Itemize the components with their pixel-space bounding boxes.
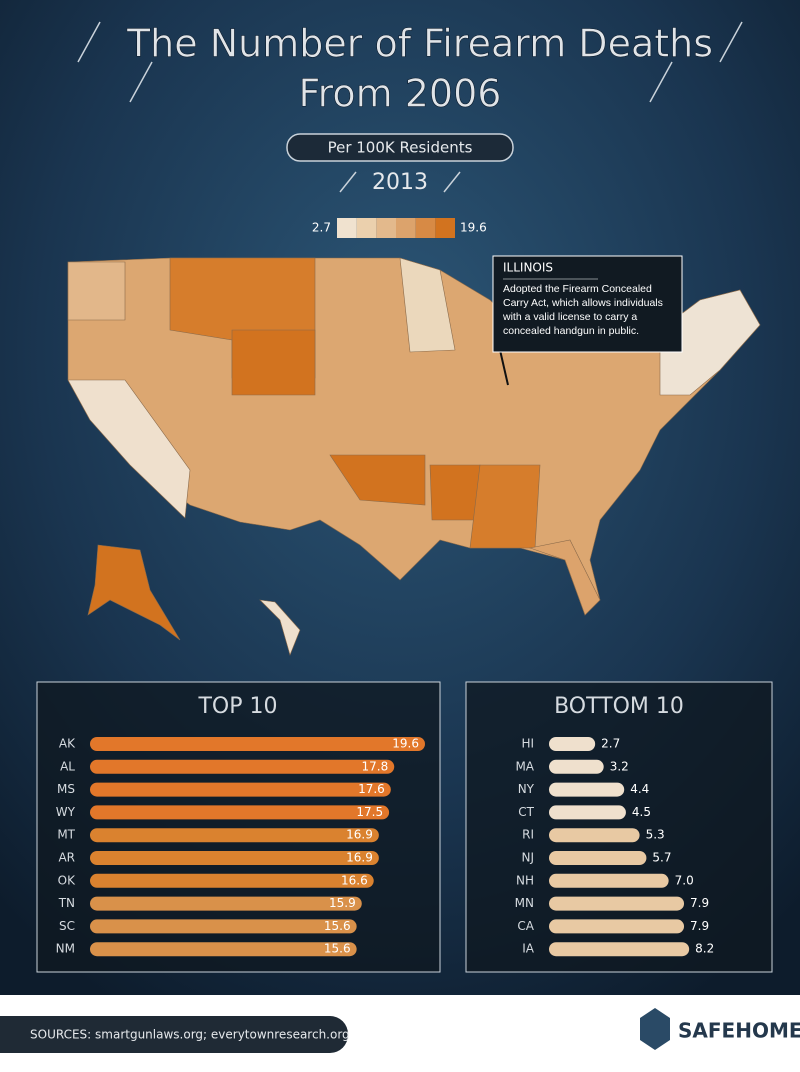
bar xyxy=(549,851,647,865)
bar xyxy=(549,873,669,888)
category-label: AR xyxy=(58,851,75,865)
legend-swatch xyxy=(415,218,436,238)
category-label: SC xyxy=(59,919,75,933)
category-label: AL xyxy=(60,759,75,773)
value-label: 16.9 xyxy=(346,851,373,865)
category-label: MS xyxy=(57,782,75,796)
category-label: CT xyxy=(518,805,534,819)
bar xyxy=(549,896,685,911)
value-label: 16.9 xyxy=(346,828,373,842)
subtitle-pill xyxy=(286,133,514,162)
sources: SOURCES: smartgunlaws.org; everytownrese… xyxy=(30,1028,350,1042)
legend-min: 2.7 xyxy=(312,221,331,235)
bar xyxy=(549,737,596,751)
value-label: 16.6 xyxy=(341,873,368,887)
category-label: CA xyxy=(517,919,534,933)
subtitle: Per 100K Residents xyxy=(328,139,473,157)
bar xyxy=(90,805,390,820)
value-label: 7.9 xyxy=(690,919,709,933)
category-label: MT xyxy=(57,828,75,842)
bar xyxy=(90,782,391,797)
bar xyxy=(549,942,690,957)
legend-swatch xyxy=(376,218,396,238)
category-label: MA xyxy=(515,759,534,773)
callout-title: ILLINOIS xyxy=(503,261,553,275)
title-line: From 2006 xyxy=(299,72,502,116)
category-label: TN xyxy=(58,896,75,910)
year: 2013 xyxy=(372,170,428,195)
value-label: 3.2 xyxy=(610,759,629,773)
legend-swatch xyxy=(396,218,416,238)
sources-pill xyxy=(0,1016,348,1053)
category-label: RI xyxy=(522,828,534,842)
value-label: 2.7 xyxy=(601,737,620,751)
brand-icon xyxy=(640,1008,670,1050)
category-label: NM xyxy=(56,942,75,956)
callout-text-box: Adopted the Firearm Concealed Carry Act,… xyxy=(503,283,663,337)
category-label: WY xyxy=(56,805,76,819)
value-label: 19.6 xyxy=(392,737,419,751)
category-label: MN xyxy=(515,896,534,910)
category-label: NY xyxy=(518,782,535,796)
brand: SAFEHOME xyxy=(678,1019,800,1043)
legend-swatch xyxy=(356,218,377,238)
bar xyxy=(549,805,626,820)
value-label: 15.6 xyxy=(324,919,351,933)
value-label: 17.6 xyxy=(358,782,385,796)
bar xyxy=(90,919,357,934)
panel-title: BOTTOM 10 xyxy=(554,694,684,719)
legend-swatch xyxy=(337,218,357,238)
value-label: 15.6 xyxy=(324,942,351,956)
bar xyxy=(90,828,379,843)
category-label: NJ xyxy=(521,851,534,865)
panel-title: TOP 10 xyxy=(197,694,277,719)
bar xyxy=(549,828,640,843)
bar xyxy=(90,873,374,888)
callout-box xyxy=(492,255,683,353)
category-label: NH xyxy=(516,873,534,887)
bar xyxy=(90,896,362,911)
value-label: 8.2 xyxy=(695,942,714,956)
callout-pointer xyxy=(499,349,509,386)
value-label: 7.9 xyxy=(690,896,709,910)
bar-charts: AK 19.6 AL 17.8 MS 17.6 WY 17.5 MT 16.9 AR 16.9 OK 16… xyxy=(56,737,714,957)
value-label: 5.7 xyxy=(652,851,671,865)
bar xyxy=(90,851,379,865)
legend xyxy=(337,218,455,238)
legend-max: 19.6 xyxy=(460,221,487,235)
category-label: AK xyxy=(59,737,76,751)
bar xyxy=(90,759,395,774)
bar xyxy=(549,782,625,797)
bar xyxy=(549,919,685,934)
value-label: 4.4 xyxy=(630,782,649,796)
category-label: HI xyxy=(521,737,534,751)
value-label: 17.8 xyxy=(362,759,389,773)
value-label: 4.5 xyxy=(632,805,651,819)
value-label: 15.9 xyxy=(329,896,356,910)
value-label: 17.5 xyxy=(356,805,383,819)
legend-swatch xyxy=(435,218,455,238)
value-label: 7.0 xyxy=(675,873,694,887)
bar xyxy=(90,737,425,751)
bar xyxy=(90,942,357,957)
bar xyxy=(549,759,604,774)
value-label: 5.3 xyxy=(646,828,665,842)
category-label: IA xyxy=(522,942,535,956)
decor xyxy=(77,21,743,193)
callout-text: Adopted the Firearm Concealed Carry Act,… xyxy=(503,283,663,337)
category-label: OK xyxy=(58,873,76,887)
title-line: The Number of Firearm Deaths xyxy=(126,22,713,66)
